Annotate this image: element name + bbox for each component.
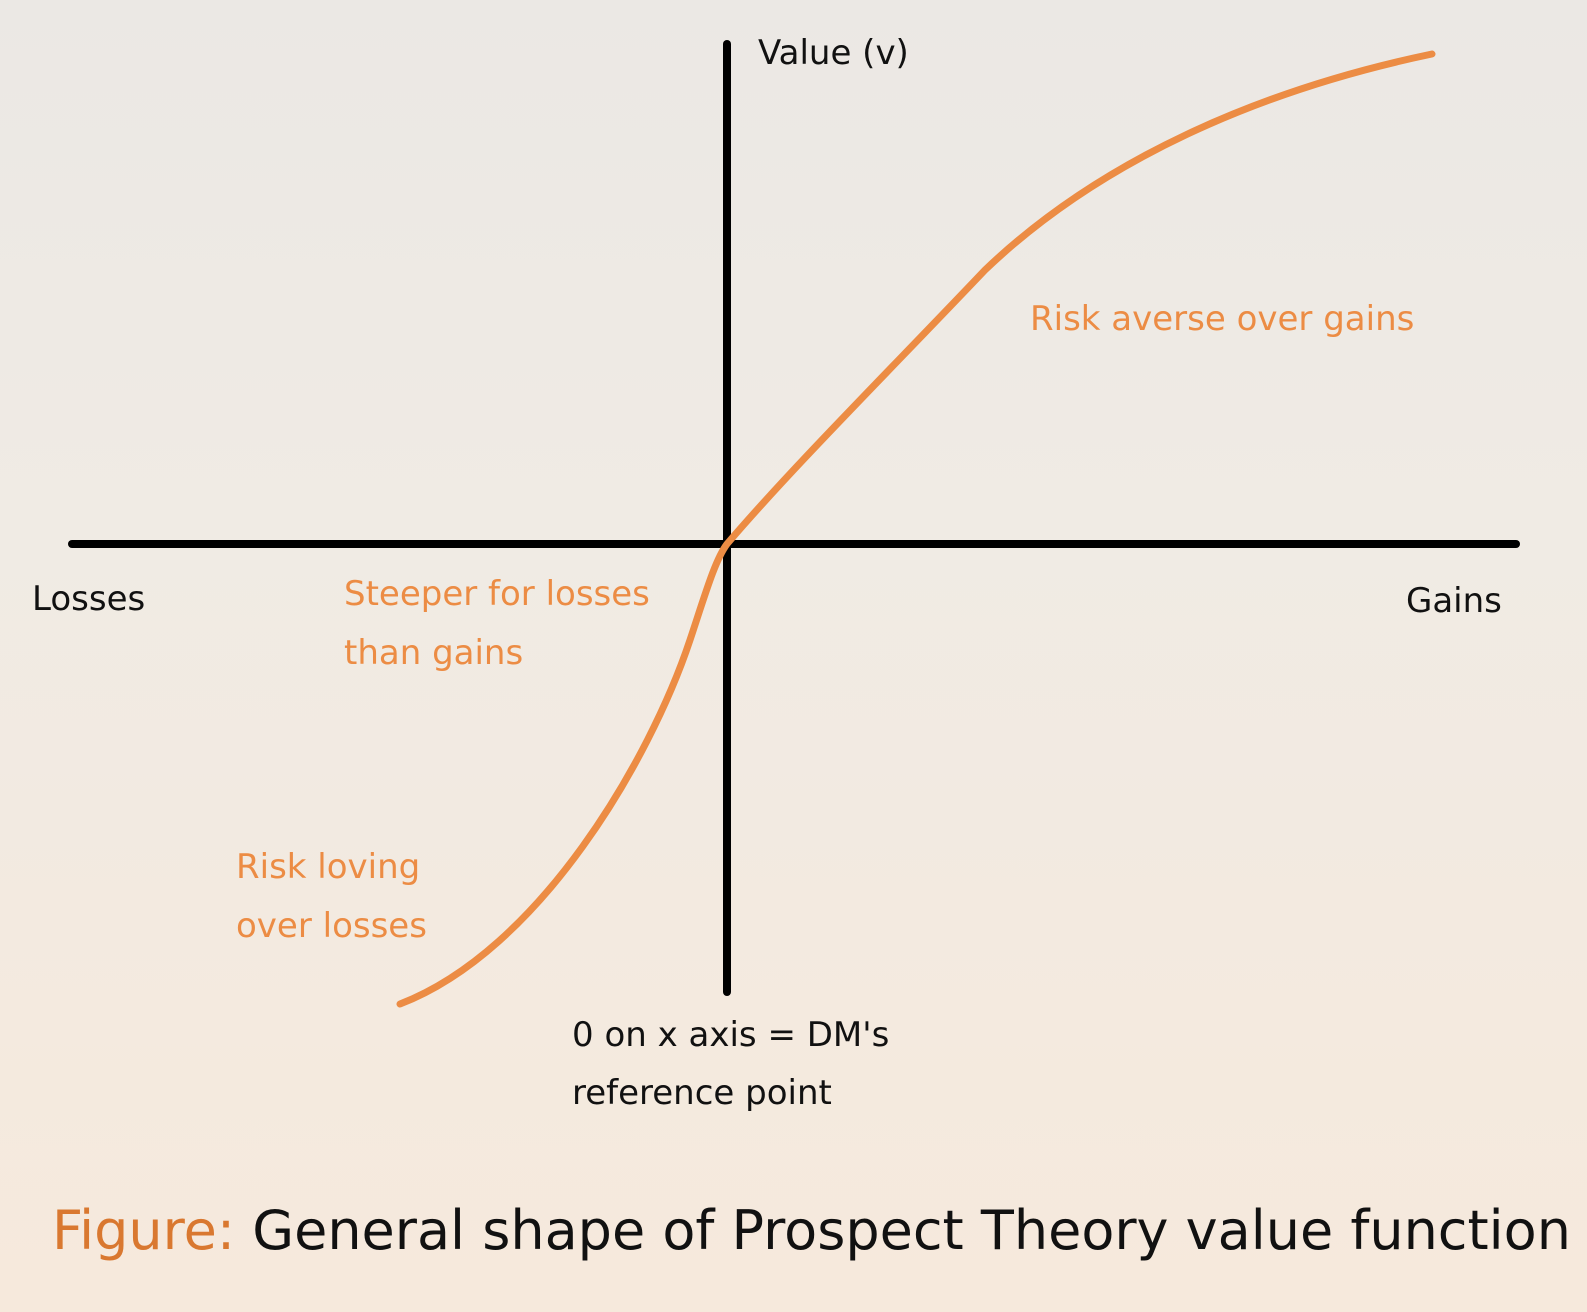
origin-note-line1: 0 on x axis = DM's	[572, 1015, 890, 1055]
caption-prefix: Figure:	[52, 1199, 236, 1262]
annotation-risk-loving-line2: over losses	[236, 906, 427, 946]
annotation-risk-averse-gains: Risk averse over gains	[1030, 299, 1415, 339]
caption-text: General shape of Prospect Theory value f…	[252, 1199, 1571, 1262]
origin-note-line2: reference point	[572, 1073, 832, 1113]
annotation-steeper-line2: than gains	[344, 633, 524, 673]
annotation-steeper-line1: Steeper for losses	[344, 574, 650, 614]
figure-caption: Figure: General shape of Prospect Theory…	[52, 1196, 1571, 1266]
value-function-curve	[396, 50, 1436, 1008]
x-axis-right-label: Gains	[1406, 581, 1502, 621]
y-axis-label: Value (v)	[758, 33, 909, 73]
annotation-risk-loving-line1: Risk loving	[236, 847, 421, 887]
x-axis-left-label: Losses	[32, 579, 146, 619]
